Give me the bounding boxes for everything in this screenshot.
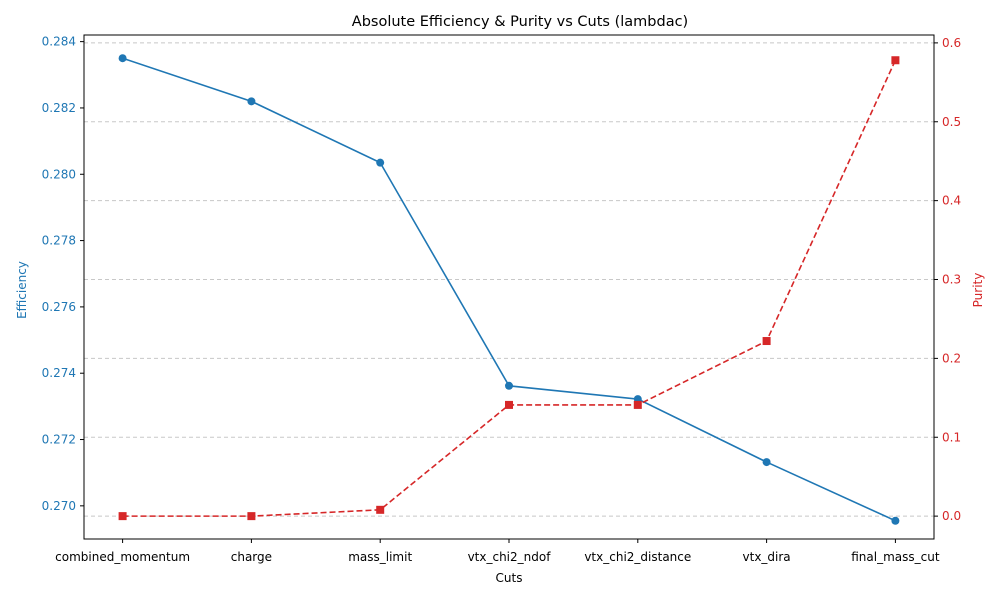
purity-line [122, 59, 897, 517]
x-tick-label: final_mass_cut [851, 550, 940, 564]
right-tick-label: 0.1 [942, 430, 961, 444]
efficiency-point-0 [118, 54, 127, 63]
x-axis-label: Cuts [496, 571, 523, 585]
efficiency-point-3 [505, 381, 513, 390]
left-tick-label: 0.270 [42, 499, 76, 513]
right-tick-label: 0.3 [942, 273, 961, 287]
left-tick-label: 0.276 [42, 300, 76, 314]
right-tick-label: 0.2 [942, 351, 961, 365]
chart-title: Absolute Efficiency & Purity vs Cuts (la… [352, 14, 688, 30]
left-tick-label: 0.284 [42, 35, 76, 49]
purity-point-5 [762, 337, 771, 346]
purity-point-6 [891, 56, 900, 65]
efficiency-point-1 [247, 97, 256, 106]
x-tick-label: vtx_chi2_distance [584, 550, 691, 564]
left-tick-label: 0.282 [42, 101, 76, 115]
right-tick-label: 0.4 [942, 194, 961, 208]
efficiency-point-6 [891, 516, 900, 525]
purity-point-2 [376, 505, 385, 514]
plot-area: combined_momentum charge mass_limit vtx_chi… [42, 34, 961, 564]
left-axis-label: Efficiency [15, 261, 29, 319]
plot-frame [83, 34, 935, 540]
left-tick-label: 0.272 [42, 433, 76, 447]
x-tick-label: charge [231, 550, 272, 564]
efficiency-point-2 [376, 158, 385, 167]
right-tick-label: 0.6 [942, 36, 961, 50]
purity-point-1 [247, 512, 256, 521]
x-tick-label: combined_momentum [55, 550, 190, 564]
x-tick-label: mass_limit [348, 550, 412, 564]
left-tick-label: 0.280 [42, 167, 76, 181]
left-tick-label: 0.278 [42, 234, 76, 248]
x-tick-label: vtx_chi2_ndof [468, 550, 552, 564]
left-tick-label: 0.274 [42, 366, 76, 380]
efficiency-point-5 [762, 458, 771, 467]
right-axis-label: Purity [971, 273, 985, 308]
right-tick-label: 0.0 [942, 509, 961, 523]
purity-point-0 [118, 512, 127, 521]
purity-point-3 [505, 400, 513, 409]
efficiency-line [122, 57, 896, 522]
purity-point-4 [633, 400, 642, 409]
right-tick-label: 0.5 [942, 115, 961, 129]
x-tick-label: vtx_dira [743, 550, 791, 564]
